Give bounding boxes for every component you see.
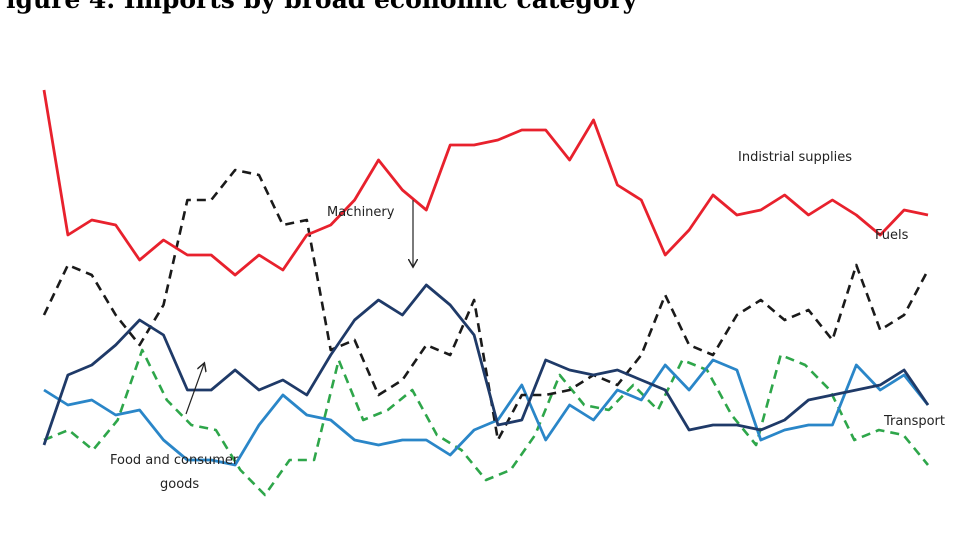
series-line-fuels (42, 168, 930, 442)
label-food-consumer-line1: Food and consumer (110, 453, 239, 468)
series-line-machinery (42, 283, 930, 446)
label-transport: Transport (883, 414, 945, 429)
label-fuels: Fuels (875, 228, 909, 243)
label-machinery: Machinery (327, 205, 395, 220)
series-group (42, 89, 930, 497)
series-line-transport (43, 348, 930, 497)
series-line-indistrial-supplies (42, 89, 929, 277)
label-industrial-supplies: Indistrial supplies (738, 150, 852, 165)
series-line-food-and-consumer-goods (43, 358, 930, 467)
label-food-consumer-line2: goods (160, 477, 199, 492)
chart-title: igure 4. Imports by broad economic categ… (6, 0, 639, 14)
food-consumer-arrow (185, 364, 204, 415)
